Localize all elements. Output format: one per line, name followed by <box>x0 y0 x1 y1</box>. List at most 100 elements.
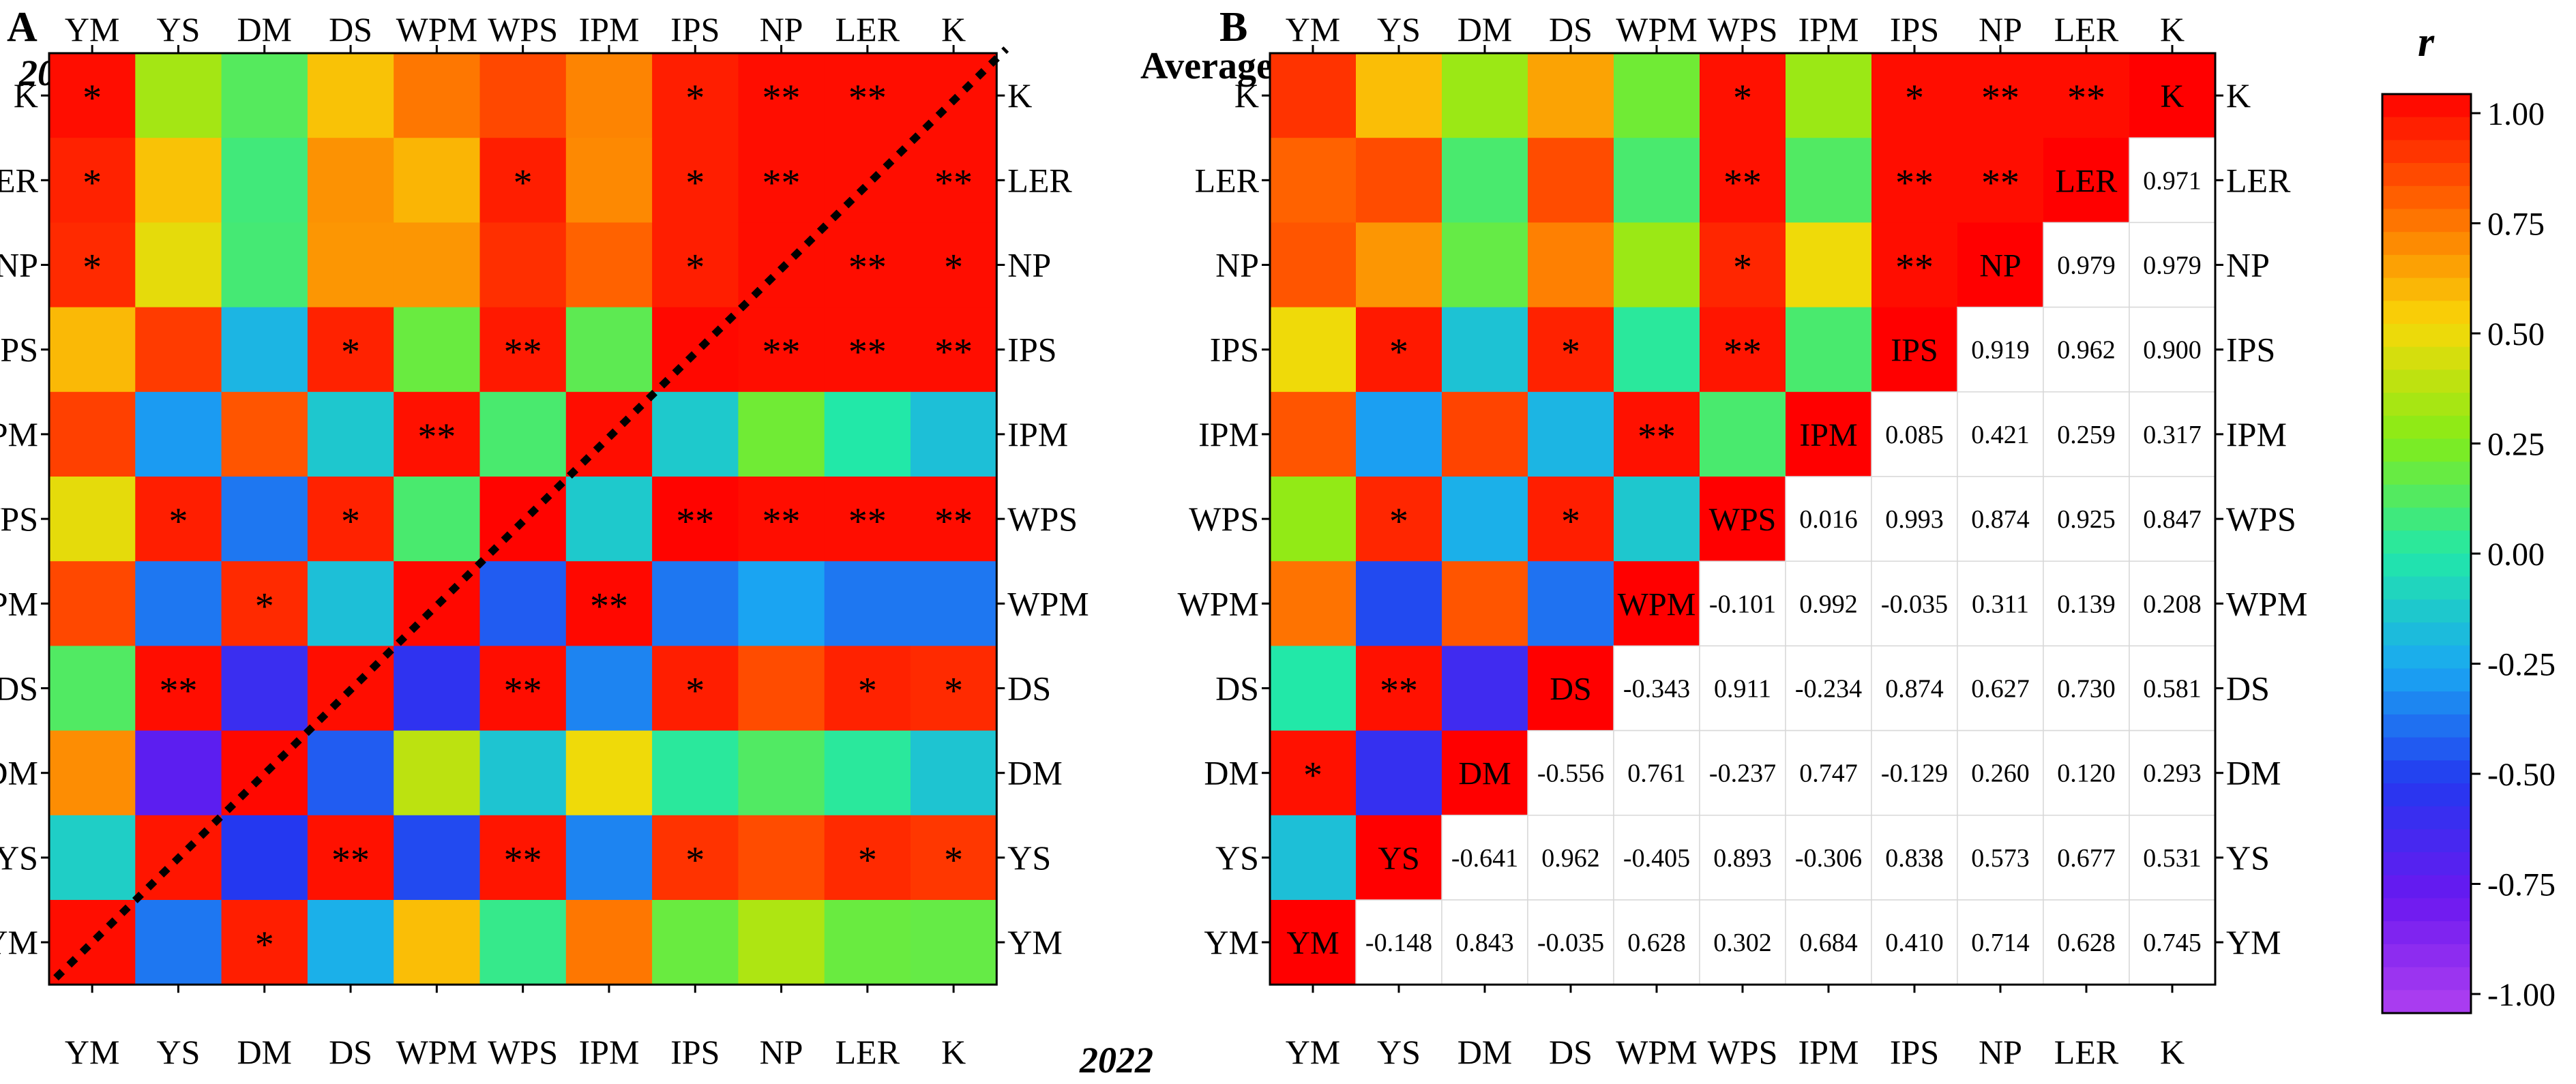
significance-mark: ** <box>676 500 714 543</box>
correlation-value: 0.962 <box>1541 844 1600 873</box>
heatmap-cell <box>911 900 997 985</box>
correlation-value: 0.971 <box>2143 166 2202 195</box>
heatmap-cell <box>565 646 653 732</box>
year-2022-label: 2022 <box>1079 1040 1153 1081</box>
correlation-value: 0.293 <box>2143 759 2202 788</box>
heatmap-cell <box>394 730 481 816</box>
heatmap-cell <box>652 477 739 562</box>
heatmap-cell <box>1957 53 2044 138</box>
x-tick-label-top: NP <box>760 10 803 48</box>
correlation-value: -0.234 <box>1795 675 1862 704</box>
x-tick-label-top: WPS <box>488 10 558 48</box>
y-tick-label-right: IPM <box>1007 415 1068 453</box>
heatmap-cell <box>824 900 911 985</box>
correlation-value: -0.556 <box>1537 759 1604 788</box>
value-cell <box>1871 645 1958 732</box>
heatmap-cell <box>221 391 308 477</box>
heatmap-cell <box>565 561 653 646</box>
colorbar-band <box>2382 209 2471 232</box>
heatmap-cell <box>1442 730 1528 816</box>
heatmap-cell <box>1442 646 1528 732</box>
significance-mark: * <box>83 77 102 119</box>
y-tick-label-left: WPS <box>1189 500 1259 538</box>
colorbar-band <box>2382 393 2471 417</box>
y-tick-label-left: IPM <box>1198 415 1259 453</box>
colorbar-tick-label: -0.50 <box>2487 757 2556 793</box>
heatmap-cell <box>135 391 222 477</box>
colorbar-band <box>2382 898 2471 922</box>
heatmap-cell <box>49 561 136 646</box>
heatmap-cell <box>1528 138 1614 223</box>
heatmap-cell <box>49 307 136 393</box>
heatmap-cell <box>394 900 481 985</box>
panel-b-cell-text: * * ** ** K** ** ** LER 0.971* ** NP 0.979 0.979* * **… <box>1286 77 2201 961</box>
correlation-value: -0.641 <box>1451 844 1518 873</box>
heatmap-cell <box>1871 53 1958 138</box>
value-cell <box>1613 729 1700 816</box>
correlation-value: 0.874 <box>1885 675 1944 704</box>
heatmap-cell <box>738 53 825 138</box>
heatmap-cell <box>1528 222 1614 308</box>
heatmap-cell <box>221 477 308 562</box>
significance-mark: ** <box>763 331 801 374</box>
heatmap-cell <box>1270 477 1357 562</box>
y-tick-label-left: IPS <box>0 331 38 369</box>
heatmap-cell <box>394 391 481 477</box>
significance-mark: ** <box>1895 162 1934 204</box>
significance-mark: * <box>685 77 705 119</box>
colorbar-title: r <box>2418 19 2435 65</box>
heatmap-cell <box>911 391 997 477</box>
significance-mark: * <box>1389 331 1408 374</box>
colorbar-band <box>2382 462 2471 485</box>
heatmap-cell <box>1442 561 1528 646</box>
correlation-value: 0.573 <box>1971 844 2030 873</box>
significance-mark: ** <box>934 331 973 374</box>
significance-mark: * <box>341 331 360 374</box>
significance-mark: ** <box>1723 331 1762 374</box>
diagonal-variable-label: K <box>2161 78 2185 115</box>
x-tick-label-top: IPM <box>1798 10 1859 48</box>
correlation-value: 0.628 <box>2057 929 2116 957</box>
heatmap-cell <box>2129 53 2216 138</box>
heatmap-cell <box>1356 815 1442 901</box>
panel-a-diagonal <box>53 46 1009 981</box>
y-tick-label-right: IPS <box>2226 331 2275 369</box>
colorbar-band <box>2382 117 2471 141</box>
significance-mark: ** <box>763 500 801 543</box>
value-cell <box>2129 815 2216 901</box>
significance-mark: ** <box>848 247 887 289</box>
heatmap-cell <box>1356 222 1442 308</box>
heatmap-cell <box>135 477 222 562</box>
significance-mark: * <box>1303 755 1322 797</box>
value-cell <box>2129 560 2216 647</box>
heatmap-cell <box>135 307 222 393</box>
x-tick-label-top: DM <box>1457 10 1513 48</box>
significance-mark: * <box>858 839 877 882</box>
heatmap-cell <box>1356 138 1442 223</box>
heatmap-cell <box>49 900 136 985</box>
value-cell <box>1527 815 1614 901</box>
colorbar-band <box>2382 484 2471 509</box>
heatmap-cell <box>135 646 222 732</box>
diagonal-variable-label: YS <box>1378 841 1419 877</box>
correlation-value: 0.761 <box>1627 759 1686 788</box>
value-cell <box>2043 476 2130 562</box>
significance-mark: * <box>685 839 705 882</box>
y-tick-label-right: LER <box>1007 161 1072 199</box>
value-cell <box>1613 645 1700 732</box>
heatmap-cell <box>1528 561 1614 646</box>
heatmap-cell <box>1614 391 1700 477</box>
diagonal-variable-label: WPM <box>1618 586 1696 622</box>
heatmap-cell <box>565 815 653 901</box>
heatmap-cell <box>565 53 653 138</box>
x-tick-label-top: YM <box>1286 10 1341 48</box>
heatmap-cell <box>307 815 394 901</box>
colorbar-band <box>2382 760 2471 784</box>
y-tick-label-left: WPM <box>1178 584 1259 622</box>
y-tick-label-right: IPS <box>1007 331 1056 369</box>
y-tick-label-left: YS <box>0 839 38 877</box>
colorbar-band <box>2382 185 2471 210</box>
heatmap-cell <box>307 730 394 816</box>
significance-mark: * <box>1561 500 1580 543</box>
value-cell <box>1957 476 2044 562</box>
